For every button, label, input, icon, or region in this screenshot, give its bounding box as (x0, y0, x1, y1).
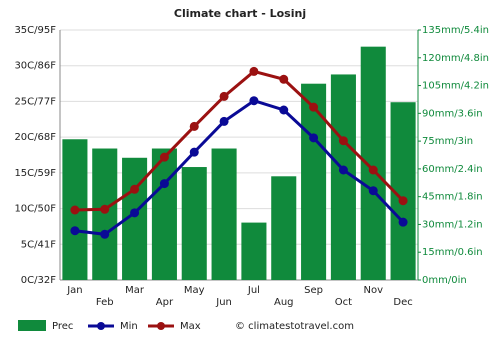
y-tick-label: 20C/68F (14, 132, 56, 143)
marker (368, 165, 378, 175)
marker (189, 147, 199, 157)
y2-tick-label: 60mm/2.4in (422, 164, 483, 175)
marker (70, 205, 80, 215)
marker (100, 229, 110, 239)
marker (279, 74, 289, 84)
chart-title: Climate chart - Losinj (174, 7, 306, 20)
x-tick-label: Aug (274, 297, 294, 308)
bar (211, 148, 237, 280)
marker (309, 133, 319, 143)
bar (241, 222, 267, 280)
line (74, 99, 405, 236)
y-tick-label: 25C/77F (14, 96, 56, 107)
bar (301, 83, 327, 280)
marker (338, 136, 348, 146)
x-tick-label: Jun (215, 297, 232, 308)
x-tick-label: Sep (304, 285, 323, 296)
y-tick-label: 0C/32F (21, 275, 56, 286)
marker (159, 179, 169, 189)
marker (309, 102, 319, 112)
marker (159, 152, 169, 162)
y2-tick-label: 45mm/1.8in (422, 192, 483, 203)
x-tick-label: Jul (247, 285, 260, 296)
legend-swatch (157, 322, 165, 330)
x-tick-label: Jan (66, 285, 82, 296)
marker (219, 91, 229, 101)
marker (70, 226, 80, 236)
x-tick-label: May (184, 285, 205, 296)
x-tick-label: Mar (125, 285, 145, 296)
bar (151, 148, 177, 280)
marker (130, 208, 140, 218)
y2-tick-label: 90mm/3.6in (422, 108, 483, 119)
x-tick-label: Oct (335, 297, 352, 308)
y-tick-label: 30C/86F (14, 61, 56, 72)
source: © climatestotravel.com (235, 321, 354, 332)
legend-label: Max (180, 321, 201, 332)
legend-swatch (18, 320, 46, 331)
marker (219, 116, 229, 126)
y2-tick-label: 105mm/4.2in (422, 81, 489, 92)
y2-tick-label: 0mm/0in (422, 275, 467, 286)
marker (368, 186, 378, 196)
line (74, 69, 405, 212)
y2-tick-label: 15mm/0.6in (422, 247, 483, 258)
y-tick-label: 15C/59F (14, 168, 56, 179)
marker (189, 121, 199, 131)
marker (279, 105, 289, 115)
bar (181, 167, 207, 280)
bar (271, 176, 297, 280)
y2-tick-label: 120mm/4.8in (422, 53, 489, 64)
marker (338, 165, 348, 175)
marker (100, 204, 110, 214)
x-tick-label: Nov (363, 285, 383, 296)
x-tick-label: Dec (393, 297, 412, 308)
legend-label: Prec (52, 321, 73, 332)
x-tick-label: Apr (156, 297, 174, 308)
legend-swatch (97, 322, 105, 330)
marker (249, 66, 259, 76)
y-tick-label: 10C/50F (14, 204, 56, 215)
y-tick-label: 5C/41F (21, 239, 56, 250)
marker (398, 217, 408, 227)
marker (249, 96, 259, 106)
x-tick-label: Feb (96, 297, 114, 308)
y-tick-label: 35C/95F (14, 25, 56, 36)
marker (130, 184, 140, 194)
y2-tick-label: 75mm/3in (422, 136, 473, 147)
marker (398, 196, 408, 206)
y2-tick-label: 135mm/5.4in (422, 25, 489, 36)
bar (92, 148, 118, 280)
y2-tick-label: 30mm/1.2in (422, 219, 483, 230)
legend-label: Min (120, 321, 138, 332)
